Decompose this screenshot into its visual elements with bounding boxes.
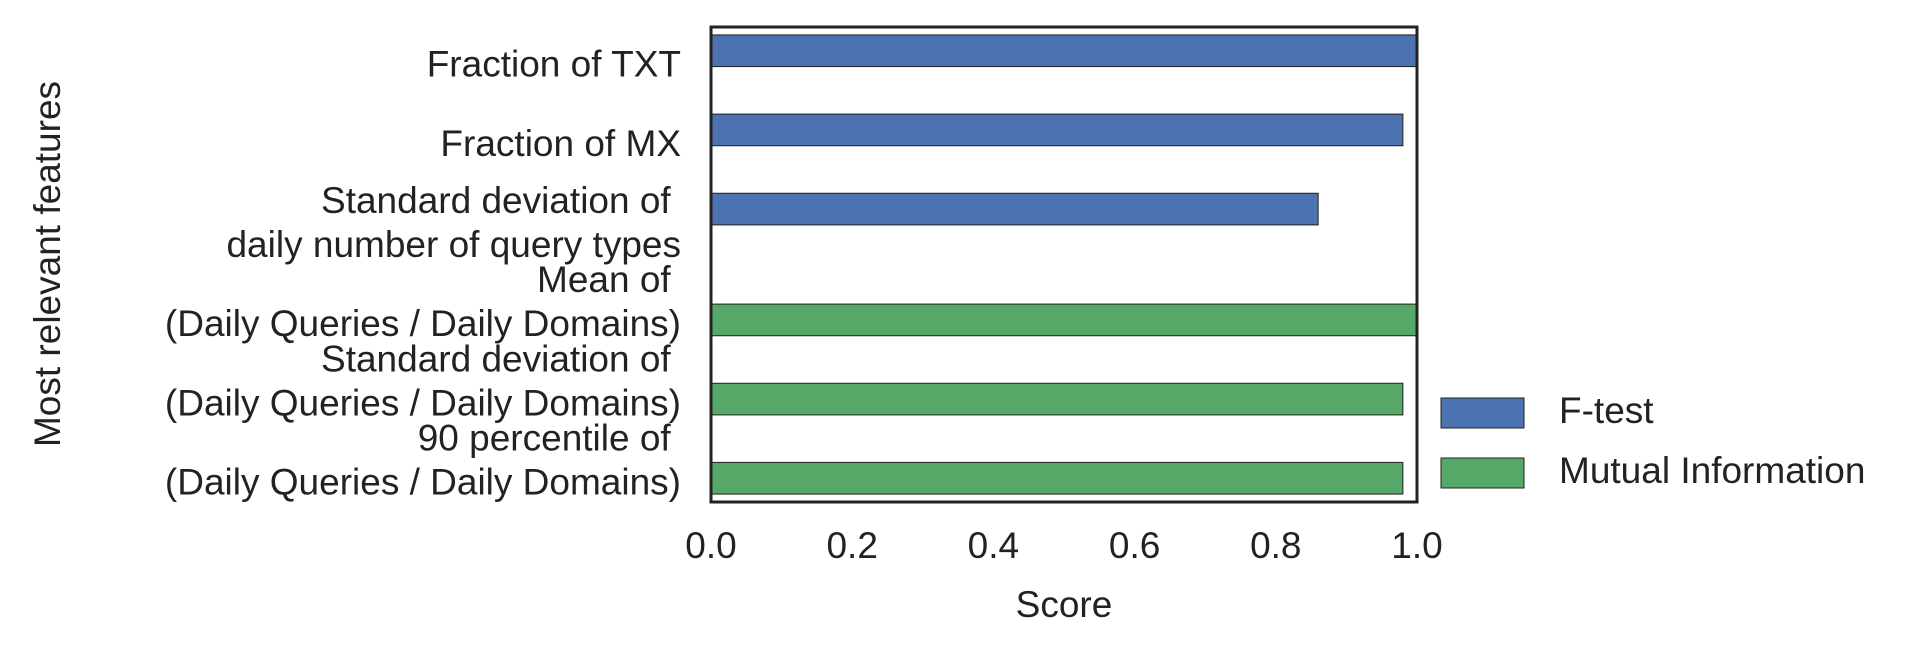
legend-label: Mutual Information (1559, 450, 1865, 491)
legend-label: F-test (1559, 390, 1654, 431)
y-tick-label-line: Fraction of TXT (427, 43, 681, 84)
y-tick-label: Mean of (Daily Queries / Daily Domains) (165, 259, 681, 344)
y-tick-label-line: Standard deviation of (321, 180, 681, 221)
y-tick-label-line: (Daily Queries / Daily Domains) (165, 382, 681, 423)
y-tick-label-line: Standard deviation of (321, 338, 681, 379)
y-tick-label: 90 percentile of (Daily Queries / Daily … (165, 417, 681, 502)
x-tick-label: 0.4 (968, 525, 1019, 566)
x-tick-label: 0.2 (826, 525, 877, 566)
y-tick-label-line: (Daily Queries / Daily Domains) (165, 461, 681, 502)
y-tick-label-line: Fraction of MX (440, 123, 681, 164)
y-axis-title: Most relevant features (27, 81, 68, 447)
bar (710, 303, 1418, 337)
bar (710, 34, 1418, 68)
x-tick-label: 0.0 (685, 525, 736, 566)
y-tick-label: Standard deviation of (Daily Queries / D… (165, 338, 681, 423)
x-tick-label: 1.0 (1391, 525, 1442, 566)
y-tick-label-line: daily number of query types (226, 224, 681, 265)
y-tick-label-line: Mean of (537, 259, 681, 300)
x-axis-title: Score (1016, 584, 1113, 625)
legend-swatch (1440, 397, 1525, 429)
bar (710, 382, 1404, 416)
y-tick-label-line: 90 percentile of (418, 417, 681, 458)
y-tick-label: Fraction of MX (440, 123, 681, 164)
legend-swatch (1440, 457, 1525, 489)
x-tick-label: 0.6 (1109, 525, 1160, 566)
bar (710, 113, 1404, 147)
plot-frame (709, 25, 1419, 504)
y-tick-label: Standard deviation of daily number of qu… (226, 180, 681, 265)
y-tick-label-line: (Daily Queries / Daily Domains) (165, 303, 681, 344)
bar (710, 461, 1404, 495)
bar (710, 192, 1319, 226)
y-tick-label: Fraction of TXT (427, 43, 681, 84)
x-tick-label: 0.8 (1250, 525, 1301, 566)
